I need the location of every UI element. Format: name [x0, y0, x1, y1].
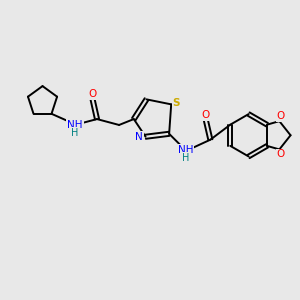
Text: S: S — [172, 98, 180, 108]
Text: N: N — [135, 132, 143, 142]
Text: NH: NH — [67, 120, 83, 130]
Text: O: O — [202, 110, 210, 120]
Text: H: H — [71, 128, 79, 138]
Text: O: O — [276, 149, 285, 159]
Text: O: O — [88, 89, 97, 99]
Text: NH: NH — [178, 145, 193, 155]
Text: H: H — [182, 153, 189, 163]
Text: O: O — [276, 111, 285, 121]
